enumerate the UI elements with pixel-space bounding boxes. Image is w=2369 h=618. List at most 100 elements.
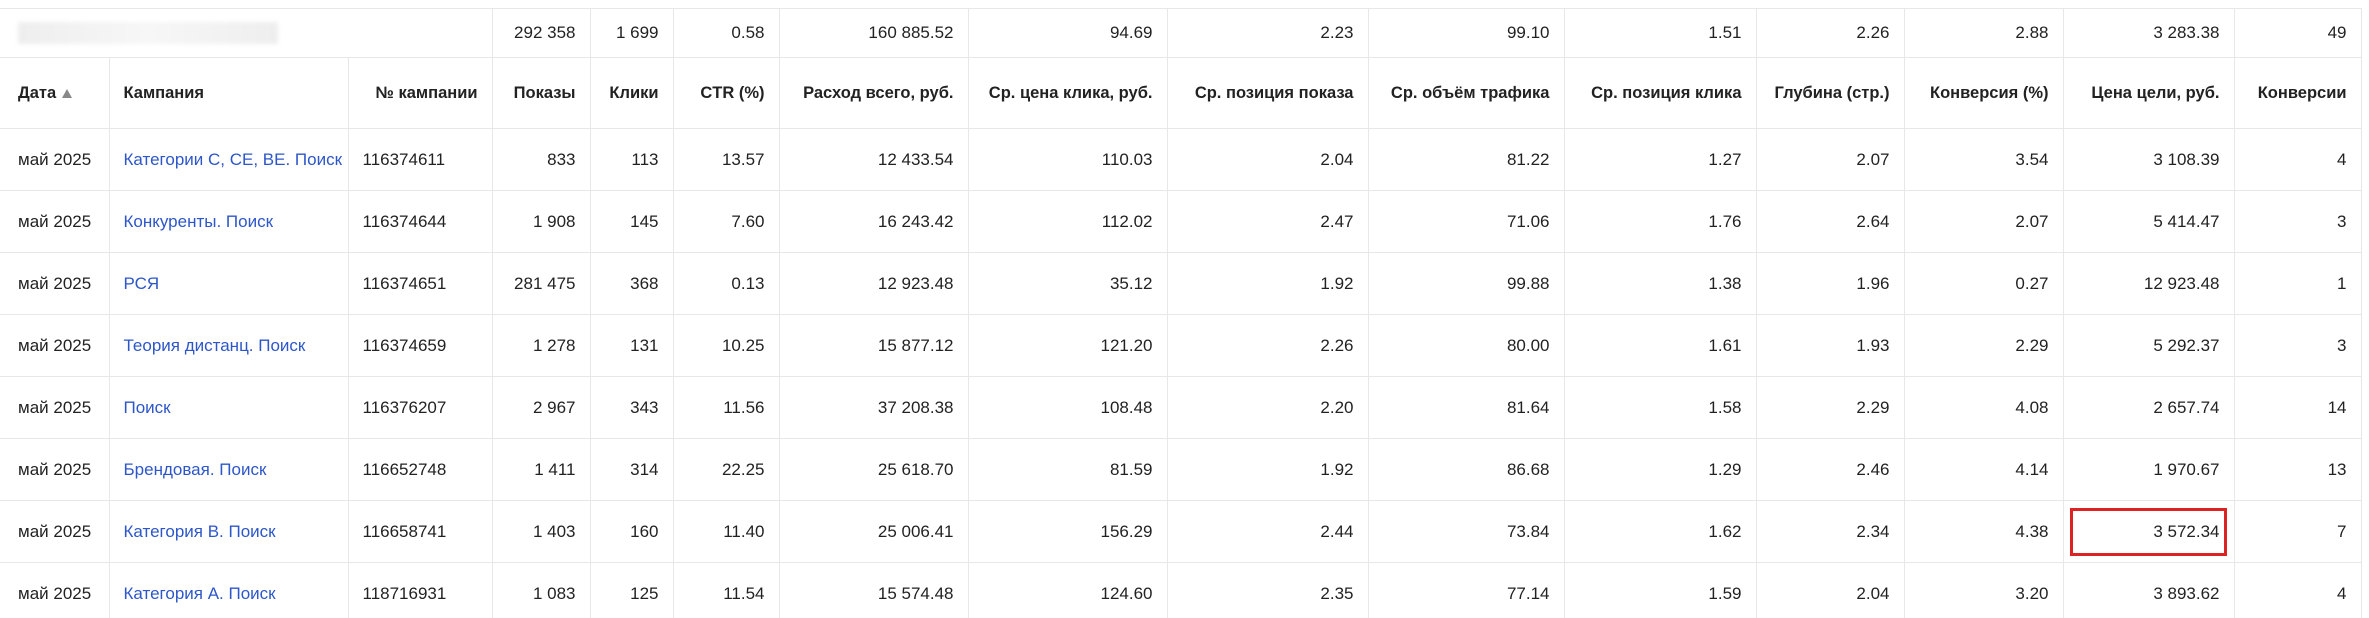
data-cell: 118716931 [347,562,493,618]
data-cell: 116374651 [347,252,493,315]
data-row: май 2025 Категории С, СЕ, ВЕ. Поиск 116374… [0,128,2362,191]
campaign-link[interactable]: Брендовая. Поиск [123,459,267,479]
column-header[interactable]: Ср. цена клика, руб. [967,57,1168,129]
data-cell: 2 657.74 [2062,376,2235,439]
data-cell: 0.27 [1903,252,2064,315]
data-cell: 2.29 [1755,376,1905,439]
table-body: 292 358 1 699 0.58 160 885.52 94.69 2.23 99.10… [0,8,2362,618]
column-header-text: Конверсия (%) [1930,83,2049,102]
column-header-text: Клики [609,83,659,102]
data-cell: 1.76 [1563,190,1757,253]
data-cell: 1.59 [1563,562,1757,618]
data-cell: 0.13 [672,252,780,315]
column-header[interactable]: № кампании [347,57,493,129]
data-cell: 3.54 [1903,128,2064,191]
data-cell: 2.07 [1903,190,2064,253]
data-cell: 77.14 [1367,562,1565,618]
column-header-text: CTR (%) [700,83,765,102]
data-cell: 116374659 [347,314,493,377]
data-cell: 833 [491,128,591,191]
data-cell: 2.26 [1166,314,1369,377]
campaign-link[interactable]: Категория А. Поиск [123,583,276,603]
report-table: 292 358 1 699 0.58 160 885.52 94.69 2.23 99.10… [0,8,2362,618]
data-cell: 2.47 [1166,190,1369,253]
column-header[interactable]: Ср. позиция клика [1563,57,1757,129]
data-cell: 7.60 [672,190,780,253]
data-cell: 1.92 [1166,438,1369,501]
data-cell: 81.64 [1367,376,1565,439]
data-cell: 1.92 [1166,252,1369,315]
totals-row: 292 358 1 699 0.58 160 885.52 94.69 2.23 99.10… [0,8,2362,58]
data-cell: 4 [2233,128,2362,191]
data-cell: Категория В. Поиск [108,500,349,563]
data-cell: 1 [2233,252,2362,315]
column-header-text: Ср. цена клика, руб. [988,83,1153,102]
data-cell: 281 475 [491,252,591,315]
sort-icon [62,88,73,98]
campaign-link[interactable]: Категория В. Поиск [123,521,276,541]
data-cell: 1 411 [491,438,591,501]
data-cell: 25 618.70 [778,438,969,501]
data-cell: 25 006.41 [778,500,969,563]
data-cell: Теория дистанц. Поиск [108,314,349,377]
blurred-label [18,22,278,44]
totals-cell: 292 358 [491,8,591,58]
column-header[interactable]: Ср. позиция показа [1166,57,1369,129]
column-header-text: Ср. объём трафика [1390,83,1550,102]
data-row: май 2025 Конкуренты. Поиск 116374644 1 908 1… [0,190,2362,253]
column-header[interactable]: Кампания [108,57,349,129]
totals-cell: 2.23 [1166,8,1369,58]
column-header[interactable]: CTR (%) [672,57,780,129]
data-row: май 2025 Категория В. Поиск 116658741 1 403… [0,500,2362,563]
totals-cell: 1.51 [1563,8,1757,58]
campaign-link[interactable]: Категории С, СЕ, ВЕ. Поиск [123,149,343,169]
data-cell: 1 970.67 [2062,438,2235,501]
data-cell: 1 908 [491,190,591,253]
campaign-link[interactable]: Поиск [123,397,171,417]
data-cell: 1.61 [1563,314,1757,377]
totals-cell: 0.58 [672,8,780,58]
campaign-link[interactable]: Теория дистанц. Поиск [123,335,306,355]
campaign-link[interactable]: Конкуренты. Поиск [123,211,274,231]
data-cell: 368 [589,252,674,315]
data-cell: 1 083 [491,562,591,618]
column-header-text: № кампании [375,83,478,102]
data-cell: Категории С, СЕ, ВЕ. Поиск [108,128,349,191]
sort-arrow [62,88,73,98]
totals-cell: 49 [2233,8,2362,58]
totals-cell: 160 885.52 [778,8,969,58]
data-cell: 3 [2233,190,2362,253]
data-cell: 12 923.48 [778,252,969,315]
column-header[interactable]: Показы [491,57,591,129]
data-cell: 99.88 [1367,252,1565,315]
column-header[interactable]: Конверсия (%) [1903,57,2064,129]
data-cell: 108.48 [967,376,1168,439]
data-cell: май 2025 [0,500,110,563]
column-header[interactable]: Расход всего, руб. [778,57,969,129]
data-cell: май 2025 [0,190,110,253]
data-cell: 2.29 [1903,314,2064,377]
column-header[interactable]: Глубина (стр.) [1755,57,1905,129]
column-header[interactable]: Ср. объём трафика [1367,57,1565,129]
data-cell: 131 [589,314,674,377]
column-header[interactable]: Конверсии [2233,57,2362,129]
data-row: май 2025 РСЯ 116374651 281 475 368 0.13 12 923… [0,252,2362,315]
column-header-text: Глубина (стр.) [1774,83,1890,102]
data-cell: 13.57 [672,128,780,191]
data-cell: 1.29 [1563,438,1757,501]
data-cell: 2 967 [491,376,591,439]
data-row: май 2025 Категория А. Поиск 118716931 1 083… [0,562,2362,618]
data-cell: 15 877.12 [778,314,969,377]
data-cell: 14 [2233,376,2362,439]
data-cell: 343 [589,376,674,439]
column-header[interactable]: Цена цели, руб. [2062,57,2235,129]
column-header-text: Расход всего, руб. [803,83,954,102]
campaign-link[interactable]: РСЯ [123,273,160,293]
data-cell: 160 [589,500,674,563]
data-cell: 35.12 [967,252,1168,315]
column-header[interactable]: Дата [0,57,110,129]
totals-cell: 94.69 [967,8,1168,58]
data-cell: 81.22 [1367,128,1565,191]
column-header[interactable]: Клики [589,57,674,129]
